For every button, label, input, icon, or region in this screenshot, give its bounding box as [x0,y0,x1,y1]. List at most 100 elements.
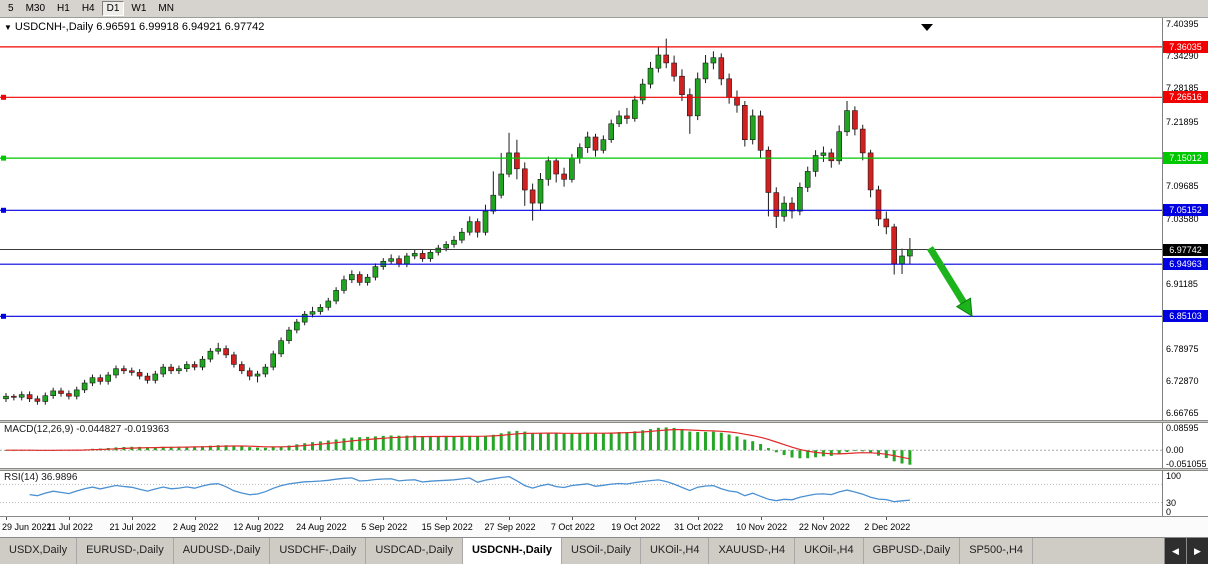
tab-scroll-left-button[interactable]: ◀ [1164,538,1186,564]
time-axis-label: 27 Sep 2022 [484,522,536,532]
candlestick-plot[interactable] [0,18,1162,420]
macd-plot [0,423,1162,468]
chart-tab-xauusd-h4[interactable]: XAUUSD-,H4 [709,538,796,564]
time-axis-label: 11 Jul 2022 [46,522,93,532]
time-axis-tick [509,517,510,520]
time-axis-label: 5 Sep 2022 [361,522,408,532]
pane-separator[interactable] [0,420,1208,423]
price-axis[interactable]: 7.40395 7.34290 7.28185 7.21895 7.09685 7.035… [1162,18,1208,517]
trend-arrow[interactable] [927,246,973,317]
time-axis[interactable]: 29 Jun 2022 11 Jul 2022 21 Jul 2022 2 Aug 2… [0,516,1208,537]
chart-tab-usoil-daily[interactable]: USOil-,Daily [562,538,641,564]
time-axis-label: 22 Nov 2022 [798,522,850,532]
time-axis-tick [131,517,133,520]
macd-svg [0,427,1162,465]
time-axis-label: 19 Oct 2022 [611,522,661,532]
chart-area: ▼ USDCNH-,Daily 6.96591 6.99918 6.94921 6… [0,18,1208,517]
timeframe-toolbar: 5 M30 H1 H4 D1 W1 MN [0,0,1208,18]
time-axis-label: 24 Aug 2022 [296,522,347,532]
chart-title-text: USDCNH-,Daily 6.96591 6.99918 6.94921 6.… [14,21,265,33]
chart-tab-gbpusd-daily[interactable]: GBPUSD-,Daily [864,538,961,564]
level-price-badge: 7.26516 [1163,91,1208,104]
chart-tab-usdcad-daily[interactable]: USDCAD-,Daily [366,538,463,564]
price-axis-tick: 7.28185 [1166,83,1199,94]
candles [3,38,913,405]
time-axis-label: 29 Jun 2022 [2,522,52,532]
macd-axis-tick: 0.08595 [1166,423,1199,433]
price-axis-tick: 7.03580 [1166,213,1199,224]
price-axis-tick: 7.40395 [1166,18,1199,29]
level-price-badge: 6.94963 [1163,258,1208,271]
chart-tab-usdchf-daily[interactable]: USDCHF-,Daily [270,538,367,564]
chart-tabs-bar: USDX,Daily EURUSD-,Daily AUDUSD-,Daily USDC… [0,537,1208,564]
macd-axis-tick: 0.00 [1166,445,1184,456]
time-axis-label: 2 Aug 2022 [172,522,219,532]
chart-tab-usdcnh-daily[interactable]: USDCNH-,Daily [462,538,563,564]
time-axis-label: 7 Oct 2022 [550,522,595,532]
time-axis-tick [257,517,259,520]
price-axis-tick: 6.91185 [1166,279,1198,290]
chart-tab-ukoil-h4[interactable]: UKOil-,H4 [641,538,710,564]
time-axis-tick [446,517,448,520]
plot-column: ▼ USDCNH-,Daily 6.96591 6.99918 6.94921 6… [0,18,1162,516]
price-axis-tick: 7.09685 [1166,181,1199,192]
chart-tab-eurusd-daily[interactable]: EURUSD-,Daily [77,538,174,564]
time-axis-tick [383,517,385,520]
price-axis-tick: 7.21895 [1166,116,1199,127]
rsi-axis-tick: 100 [1166,471,1182,481]
price-axis-tick: 7.34290 [1166,51,1199,62]
price-axis-tick: 6.66765 [1166,408,1199,419]
chart-shift-marker-icon[interactable] [921,24,933,31]
rsi-svg [0,475,1162,503]
chart-tab-audusd-daily[interactable]: AUDUSD-,Daily [174,538,271,564]
price-axis-tick: 6.72870 [1166,376,1199,386]
level-price-badge: 7.05152 [1163,204,1208,217]
chart-title: ▼ USDCNH-,Daily 6.96591 6.99918 6.94921 6… [4,21,264,33]
chart-tab-ukoil-h4[interactable]: UKOil-,H4 [795,538,864,564]
time-axis-label: 15 Sep 2022 [421,522,473,532]
rsi-label: RSI(14) 36.9896 [4,472,78,483]
price-axis-tick: 6.78975 [1166,343,1199,354]
chart-tab-usdx-daily[interactable]: USDX,Daily [0,538,78,564]
timeframe-button-d1[interactable]: D1 [101,1,125,16]
level-marker-icon[interactable] [1,207,6,213]
macd-indicator-pane[interactable]: MACD(12,26,9) -0.044827 -0.019363 [0,423,1162,468]
macd-axis-tick: -0.051055 [1166,459,1207,469]
rsi-axis-tick: 30 [1166,497,1177,508]
rsi-axis-tick: 0 [1166,507,1172,517]
time-axis-label: 10 Nov 2022 [736,522,788,532]
timeframe-button-mn[interactable]: MN [153,1,179,16]
time-axis-tick [697,517,699,520]
timeframe-button-5[interactable]: 5 [3,1,19,16]
timeframe-button-m30[interactable]: M30 [20,1,51,16]
timeframe-button-w1[interactable]: W1 [126,1,152,16]
time-axis-tick [760,517,762,520]
timeframe-button-h4[interactable]: H4 [76,1,100,16]
level-price-badge: 7.15012 [1163,152,1208,165]
time-axis-label: 21 Jul 2022 [109,522,157,532]
price-chart[interactable]: ▼ USDCNH-,Daily 6.96591 6.99918 6.94921 6… [0,18,1162,420]
current-price-badge: 6.97742 [1163,243,1208,256]
level-price-badge: 7.36035 [1163,40,1208,53]
tab-scroll-controls: ◀ ▶ [1164,538,1208,564]
macd-label: MACD(12,26,9) -0.044827 -0.019363 [4,424,170,435]
level-marker-icon[interactable] [1,155,6,161]
time-axis-label: 2 Dec 2022 [864,522,911,532]
level-marker-icon[interactable] [1,94,6,100]
price-svg[interactable] [0,18,1162,420]
time-axis-tick [634,517,636,520]
time-axis-label: 12 Aug 2022 [233,522,284,532]
pane-separator[interactable] [0,468,1208,471]
level-marker-icon[interactable] [1,313,6,319]
tab-scroll-right-button[interactable]: ▶ [1186,538,1208,564]
chart-tab-sp500-h4[interactable]: SP500-,H4 [960,538,1034,564]
time-axis-tick [68,517,70,520]
chart-dropdown-icon[interactable]: ▼ [4,23,12,32]
time-axis-tick [194,517,196,520]
time-axis-tick [320,517,322,520]
timeframe-button-h1[interactable]: H1 [52,1,75,16]
time-axis-label: 31 Oct 2022 [674,522,724,532]
time-axis-tick [823,517,825,520]
rsi-indicator-pane[interactable]: RSI(14) 36.9896 [0,471,1162,516]
time-axis-tick [571,517,573,520]
